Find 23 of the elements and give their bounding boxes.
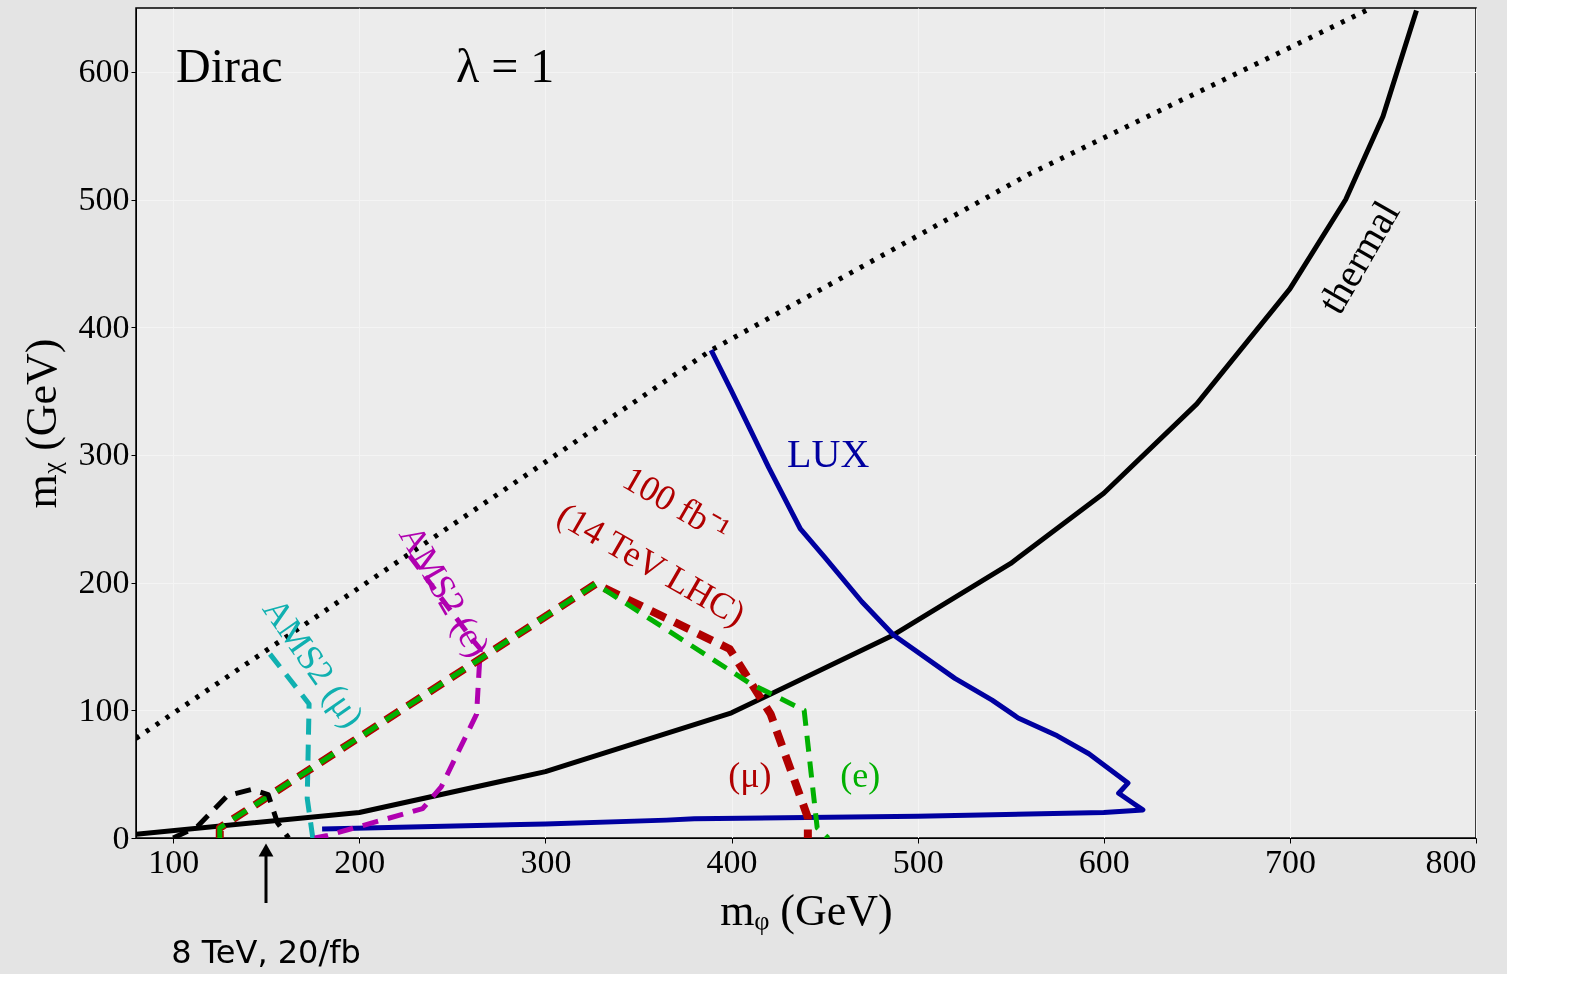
x-tick-label: 300 bbox=[520, 842, 572, 880]
text: 8 TeV, 20/fb bbox=[171, 933, 361, 971]
x-tick-label: 200 bbox=[334, 842, 386, 880]
y-tick-label: 100 bbox=[78, 690, 130, 728]
x-tick-label: 700 bbox=[1264, 842, 1316, 880]
y-tick-label: 200 bbox=[78, 563, 130, 601]
y-axis-title: mᵪ (GeV) bbox=[16, 338, 66, 509]
x-tick-label: 800 bbox=[1425, 842, 1477, 880]
x-tick-label: 500 bbox=[892, 842, 944, 880]
y-tick-label: 500 bbox=[78, 180, 130, 218]
series-label: (e) bbox=[840, 754, 881, 795]
y-tick-label: 300 bbox=[78, 435, 130, 473]
x-axis-title: mᵩ (GeV) bbox=[720, 885, 893, 935]
annotation: Dirac bbox=[176, 39, 283, 92]
annotation: λ = 1 bbox=[456, 39, 555, 92]
y-tick-label: 600 bbox=[78, 52, 130, 90]
series-label: LUX bbox=[787, 431, 870, 477]
series-label: (μ) bbox=[728, 754, 772, 795]
y-tick-label: 0 bbox=[112, 818, 130, 856]
x-tick-label: 600 bbox=[1078, 842, 1130, 880]
x-tick-label: 100 bbox=[148, 842, 200, 880]
x-tick-label: 400 bbox=[706, 842, 758, 880]
y-tick-label: 400 bbox=[78, 307, 130, 345]
